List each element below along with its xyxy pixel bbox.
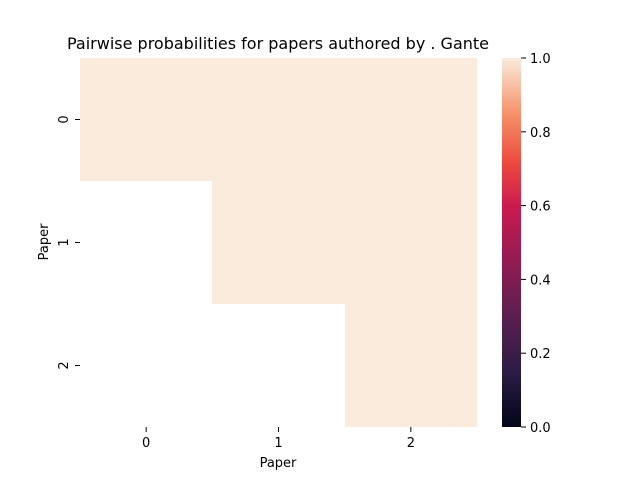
colorbar-tick-label: 0.8 — [530, 126, 551, 141]
y-tick-label: 0 — [57, 115, 72, 123]
heatmap-cell — [345, 58, 477, 181]
colorbar-tick-label: 0.0 — [530, 421, 551, 436]
y-tick-label: 1 — [57, 238, 72, 246]
colorbar-tick-label: 1.0 — [530, 52, 551, 67]
x-axis-label: Paper — [260, 456, 297, 471]
y-tick-label: 2 — [57, 361, 72, 369]
heatmap-cell — [212, 58, 345, 181]
heatmap-cell — [212, 181, 345, 304]
x-tick-label: 0 — [142, 436, 150, 451]
colorbar-ticks: 0.0 0.2 0.4 0.6 0.8 1.0 — [521, 52, 551, 436]
x-axis-ticks: 0 1 2 — [142, 427, 415, 451]
x-tick-label: 1 — [274, 436, 282, 451]
colorbar-tick-label: 0.6 — [530, 200, 551, 215]
x-tick-label: 2 — [407, 436, 415, 451]
heatmap-cell — [345, 304, 477, 427]
colorbar — [502, 58, 521, 427]
heatmap-cell — [80, 58, 212, 181]
y-axis-label: Paper — [37, 223, 52, 260]
colorbar-tick-label: 0.2 — [530, 347, 551, 362]
y-axis-ticks: 0 1 2 — [57, 115, 80, 370]
chart-title: Pairwise probabilities for papers author… — [67, 34, 489, 53]
heatmap-cell — [345, 181, 477, 304]
colorbar-tick-label: 0.4 — [530, 273, 551, 288]
heatmap-cells — [80, 58, 477, 427]
